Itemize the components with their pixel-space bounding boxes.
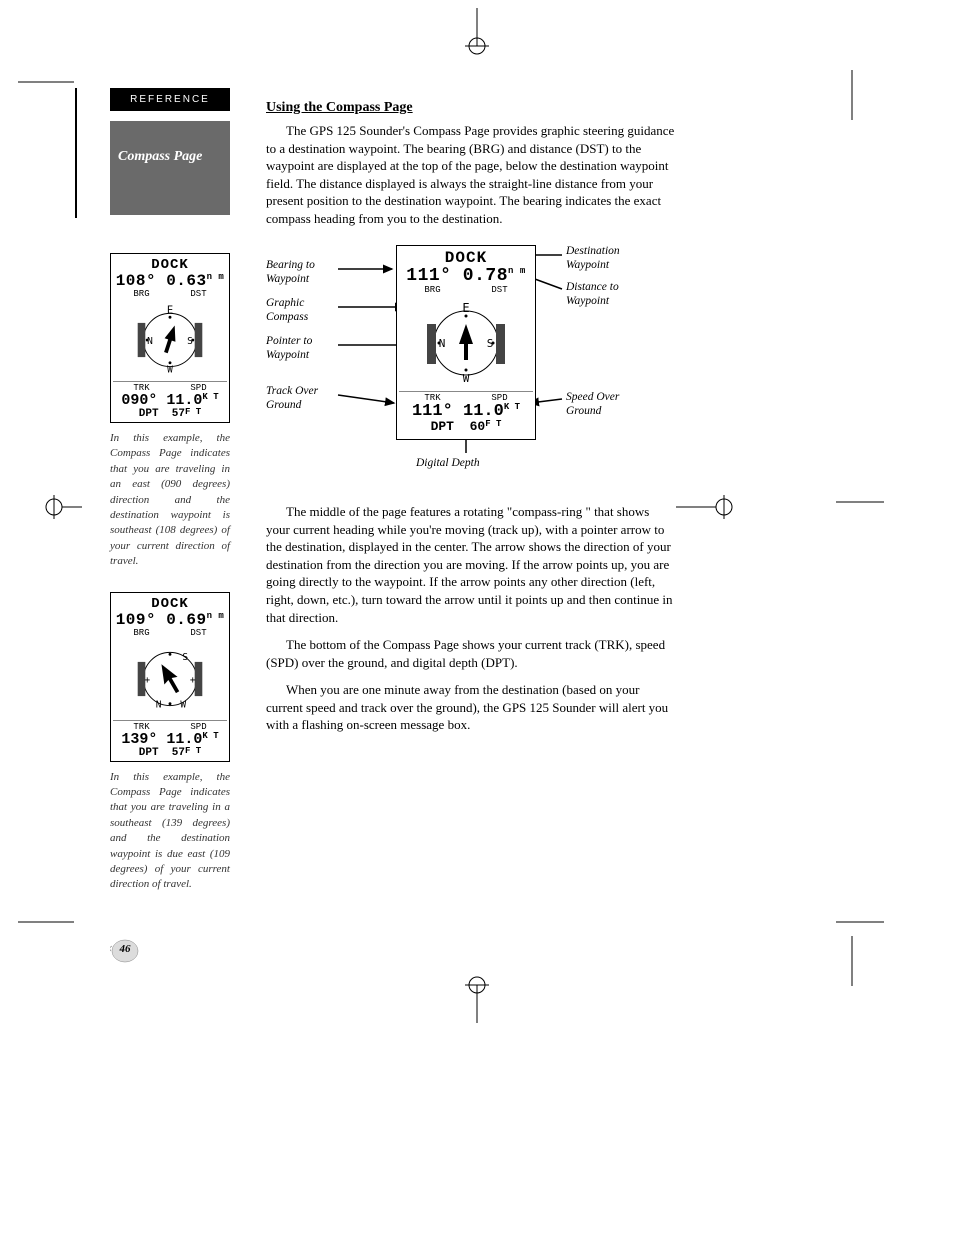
lcd2-spd-unit: K T	[202, 731, 218, 741]
lcd2-card-left: N	[156, 699, 162, 710]
margin-rule	[75, 88, 77, 218]
para-1: The GPS 125 Sounder's Compass Page provi…	[266, 122, 676, 227]
lcd1-brg-label: BRG	[133, 290, 149, 299]
lcd2-dst-unit: n m	[207, 611, 225, 621]
main-column: Using the Compass Page The GPS 125 Sound…	[266, 100, 676, 744]
lcd1-dst-label: DST	[190, 290, 206, 299]
lcd2-labels: BRG DST	[113, 629, 227, 638]
lcd1-brg-dst: 108° 0.63n m	[113, 273, 227, 289]
lcd2-dpt-value: 57	[172, 747, 185, 759]
lcd1-pointer-arrow	[160, 324, 180, 355]
lcd1-trk-spd-values: 090° 11.0K T	[113, 393, 227, 408]
lcd2-dpt-label: DPT	[139, 747, 159, 759]
crop-corner-tl	[18, 70, 78, 94]
lcd2-waypoint-name: DOCK	[113, 596, 227, 612]
lcd2-card-lplus: +	[144, 674, 150, 685]
svg-text:W: W	[463, 372, 470, 385]
crop-mark-right	[676, 487, 736, 527]
lcd2-trk-value: 139°	[121, 731, 157, 748]
lcd-example-1: DOCK 108° 0.63n m BRG DST E N S W	[110, 253, 230, 423]
lcd2-compass-ring: S + + N W	[132, 641, 208, 717]
page-number: 46	[110, 943, 140, 955]
lcd2-dst-value: 0.69	[166, 611, 206, 629]
lcd2-dpt-unit: F T	[185, 746, 201, 756]
diag-pointer-arrow	[459, 324, 473, 360]
caption-1: In this example, the Compass Page indica…	[110, 431, 230, 570]
diag-dst-value: 0.78	[463, 266, 508, 286]
lcd2-brg-value: 109°	[116, 611, 156, 629]
caption-2: In this example, the Compass Page indica…	[110, 770, 230, 893]
sidebar: REFERENCE Compass Page DOCK 108° 0.63n m…	[110, 88, 230, 893]
lcd2-dst-label: DST	[190, 629, 206, 638]
diag-dst-unit: n m	[508, 266, 526, 276]
lcd1-card-left: N	[147, 336, 153, 347]
page-number-badge: 46	[110, 938, 140, 964]
lcd1-card-right: S	[187, 336, 193, 347]
para-2: The middle of the page features a rotati…	[266, 503, 676, 626]
para-4: When you are one minute away from the de…	[266, 681, 676, 734]
lcd1-dst-unit: n m	[207, 272, 225, 282]
diag-dpt-unit: F T	[485, 419, 501, 429]
compass-page-tab: Compass Page	[110, 121, 230, 215]
para-3: The bottom of the Compass Page shows you…	[266, 636, 676, 671]
diag-waypoint-name: DOCK	[399, 249, 533, 267]
diag-brg-value: 111°	[406, 266, 451, 286]
lcd1-card-bottom: W	[167, 364, 173, 375]
lcd1-dst-value: 0.63	[166, 272, 206, 290]
crop-mark-top-center	[447, 8, 507, 56]
diagram-lcd: DOCK 111° 0.78n m BRG DST E N S	[396, 245, 536, 439]
diag-dpt-row: DPT 60F T	[399, 420, 533, 434]
lcd2-card-right: W	[180, 699, 186, 710]
svg-text:E: E	[462, 301, 469, 315]
lcd1-labels: BRG DST	[113, 290, 227, 299]
lcd1-spd-unit: K T	[202, 392, 218, 402]
diag-dst-label: DST	[491, 286, 507, 295]
crop-corner-br-v	[832, 936, 872, 992]
crop-corner-tr	[832, 70, 872, 130]
annotated-diagram: Bearing to Waypoint Graphic Compass Poin…	[266, 245, 676, 485]
lcd2-dpt-row: DPT 57F T	[113, 747, 227, 759]
lcd1-card-top: E	[167, 304, 173, 316]
diag-trk-spd-values: 111° 11.0K T	[399, 403, 533, 420]
lcd1-dpt-unit: F T	[185, 407, 201, 417]
lcd2-pointer-arrow	[155, 660, 184, 696]
lcd1-dpt-row: DPT 57F T	[113, 408, 227, 420]
lcd2-trk-spd-values: 139° 11.0K T	[113, 732, 227, 747]
diag-spd-unit: K T	[504, 402, 520, 412]
lcd1-dpt-label: DPT	[139, 408, 159, 420]
lcd2-brg-label: BRG	[133, 629, 149, 638]
lcd1-compass-ring: E N S W	[132, 302, 208, 378]
diag-labels: BRG DST	[399, 286, 533, 295]
lcd-example-2: DOCK 109° 0.69n m BRG DST S + + N W	[110, 592, 230, 762]
reference-tab: REFERENCE	[110, 88, 230, 111]
diag-dpt-value: 60	[470, 419, 486, 434]
diag-compass-ring: E N S W	[421, 298, 511, 388]
crop-corner-br-h	[836, 910, 884, 934]
lcd2-card-rplus: +	[190, 674, 196, 685]
lcd1-dpt-value: 57	[172, 408, 185, 420]
diag-brg-label: BRG	[424, 286, 440, 295]
diag-dpt-label: DPT	[431, 419, 454, 434]
crop-corner-right-mid	[836, 490, 884, 514]
crop-corner-bl	[18, 910, 78, 934]
diag-brg-dst: 111° 0.78n m	[399, 267, 533, 285]
section-heading: Using the Compass Page	[266, 100, 676, 116]
lcd1-trk-value: 090°	[121, 392, 157, 409]
lcd2-brg-dst: 109° 0.69n m	[113, 612, 227, 628]
lcd2-card-top: S	[182, 652, 188, 663]
lcd1-brg-value: 108°	[116, 272, 156, 290]
lcd1-waypoint-name: DOCK	[113, 257, 227, 273]
crop-mark-bottom-center	[447, 975, 507, 1023]
crop-mark-left	[4, 487, 82, 527]
